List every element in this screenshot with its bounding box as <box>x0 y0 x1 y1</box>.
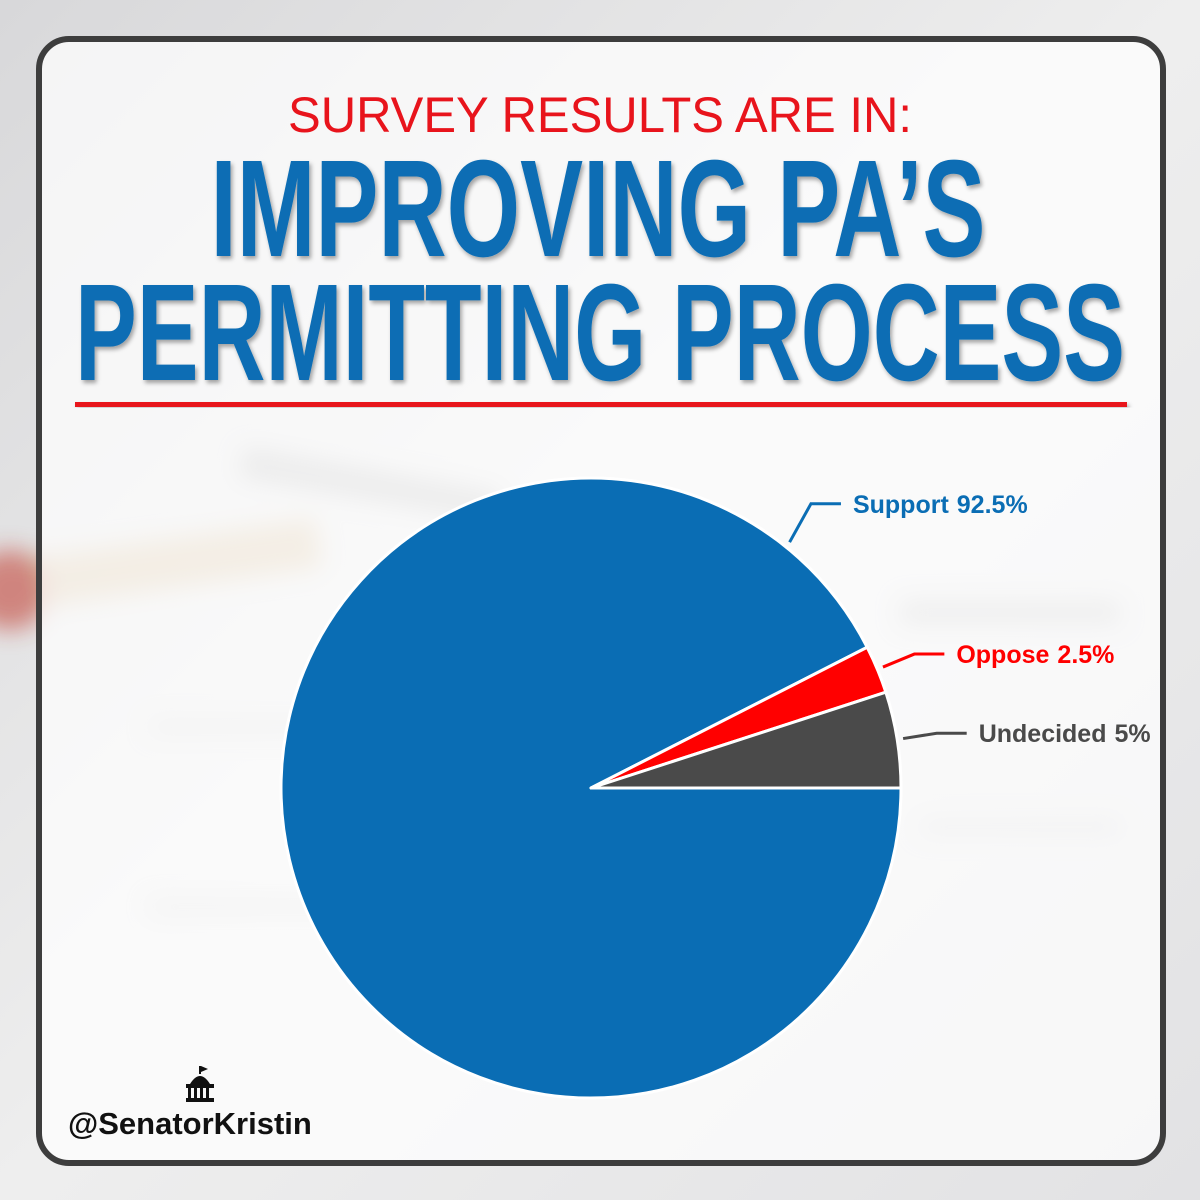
handle: @SenatorKristin <box>68 1106 312 1141</box>
title-rule <box>75 402 1127 407</box>
slice-value: 2.5% <box>1057 641 1114 669</box>
leader-line <box>882 652 945 669</box>
capitol-icon <box>186 1066 214 1102</box>
slice-name: Oppose <box>956 641 1049 669</box>
leader-line <box>902 731 967 741</box>
subtitle: SURVEY RESULTS ARE IN: <box>288 87 912 143</box>
title-line: PERMITTING PROCESS <box>75 256 1125 410</box>
slice-name: Support <box>853 491 949 519</box>
slice-name: Undecided <box>979 720 1107 748</box>
title-line: IMPROVING PA’S <box>211 132 986 286</box>
slice-label: Undecided 5% <box>979 720 1151 748</box>
slice-label: Oppose 2.5% <box>956 641 1114 669</box>
slice-label: Support 92.5% <box>853 491 1028 519</box>
leader-line <box>788 502 841 543</box>
slice-value: 92.5% <box>957 491 1028 519</box>
pie-chart: Support 92.5% Oppose 2.5% Undecided 5% <box>279 476 1151 1100</box>
slice-value: 5% <box>1114 720 1150 748</box>
pie-slice <box>589 690 903 790</box>
